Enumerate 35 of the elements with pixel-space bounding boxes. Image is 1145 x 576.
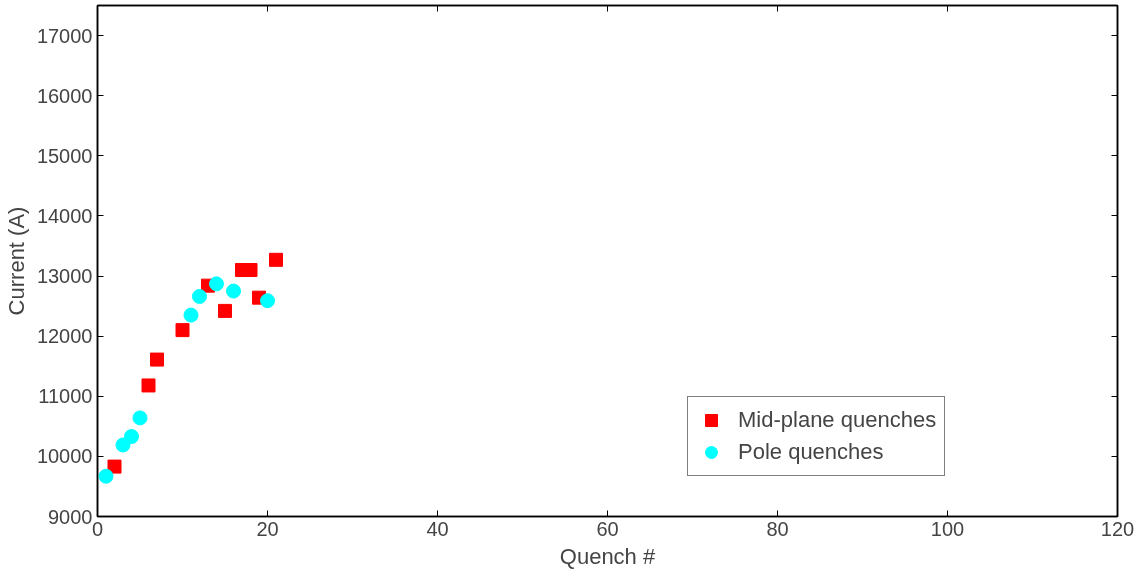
- y-tick-label: 14000: [36, 204, 93, 227]
- x-tick-label: 0: [91, 517, 104, 540]
- y-tick-label: 15000: [36, 144, 93, 167]
- x-tick-label: 20: [256, 517, 279, 540]
- point: [192, 288, 207, 304]
- point: [132, 410, 148, 426]
- point: [218, 303, 232, 318]
- point: [175, 323, 190, 338]
- point: [269, 252, 283, 267]
- y-tick-label: 10000: [36, 445, 93, 468]
- x-tick-label: 100: [930, 517, 965, 540]
- y-tick-label: 12000: [36, 325, 93, 348]
- y-tick-label: 16000: [36, 84, 93, 107]
- point: [107, 459, 122, 474]
- y-tick-label: 17000: [36, 24, 93, 47]
- point: [98, 468, 114, 484]
- point: [115, 437, 131, 453]
- x-tick-label: 80: [766, 517, 789, 540]
- legend-label: Pole quenches: [738, 439, 884, 465]
- y-tick-label: 13000: [36, 265, 93, 288]
- point: [183, 307, 199, 323]
- x-axis-title: Quench #: [559, 543, 656, 569]
- y-tick-label: 11000: [38, 385, 93, 408]
- y-tick-label: 9000: [48, 505, 93, 528]
- point: [141, 378, 156, 393]
- legend-label: Mid-plane quenches: [738, 407, 937, 433]
- point: [260, 293, 275, 309]
- y-axis-title: Current (A): [3, 206, 29, 316]
- x-tick-label: 60: [596, 517, 619, 540]
- x-tick-label: 40: [426, 517, 449, 540]
- point: [150, 352, 164, 367]
- point: [226, 283, 241, 299]
- x-tick-label: 120: [1100, 517, 1135, 540]
- point: [209, 276, 224, 292]
- point: [124, 429, 139, 445]
